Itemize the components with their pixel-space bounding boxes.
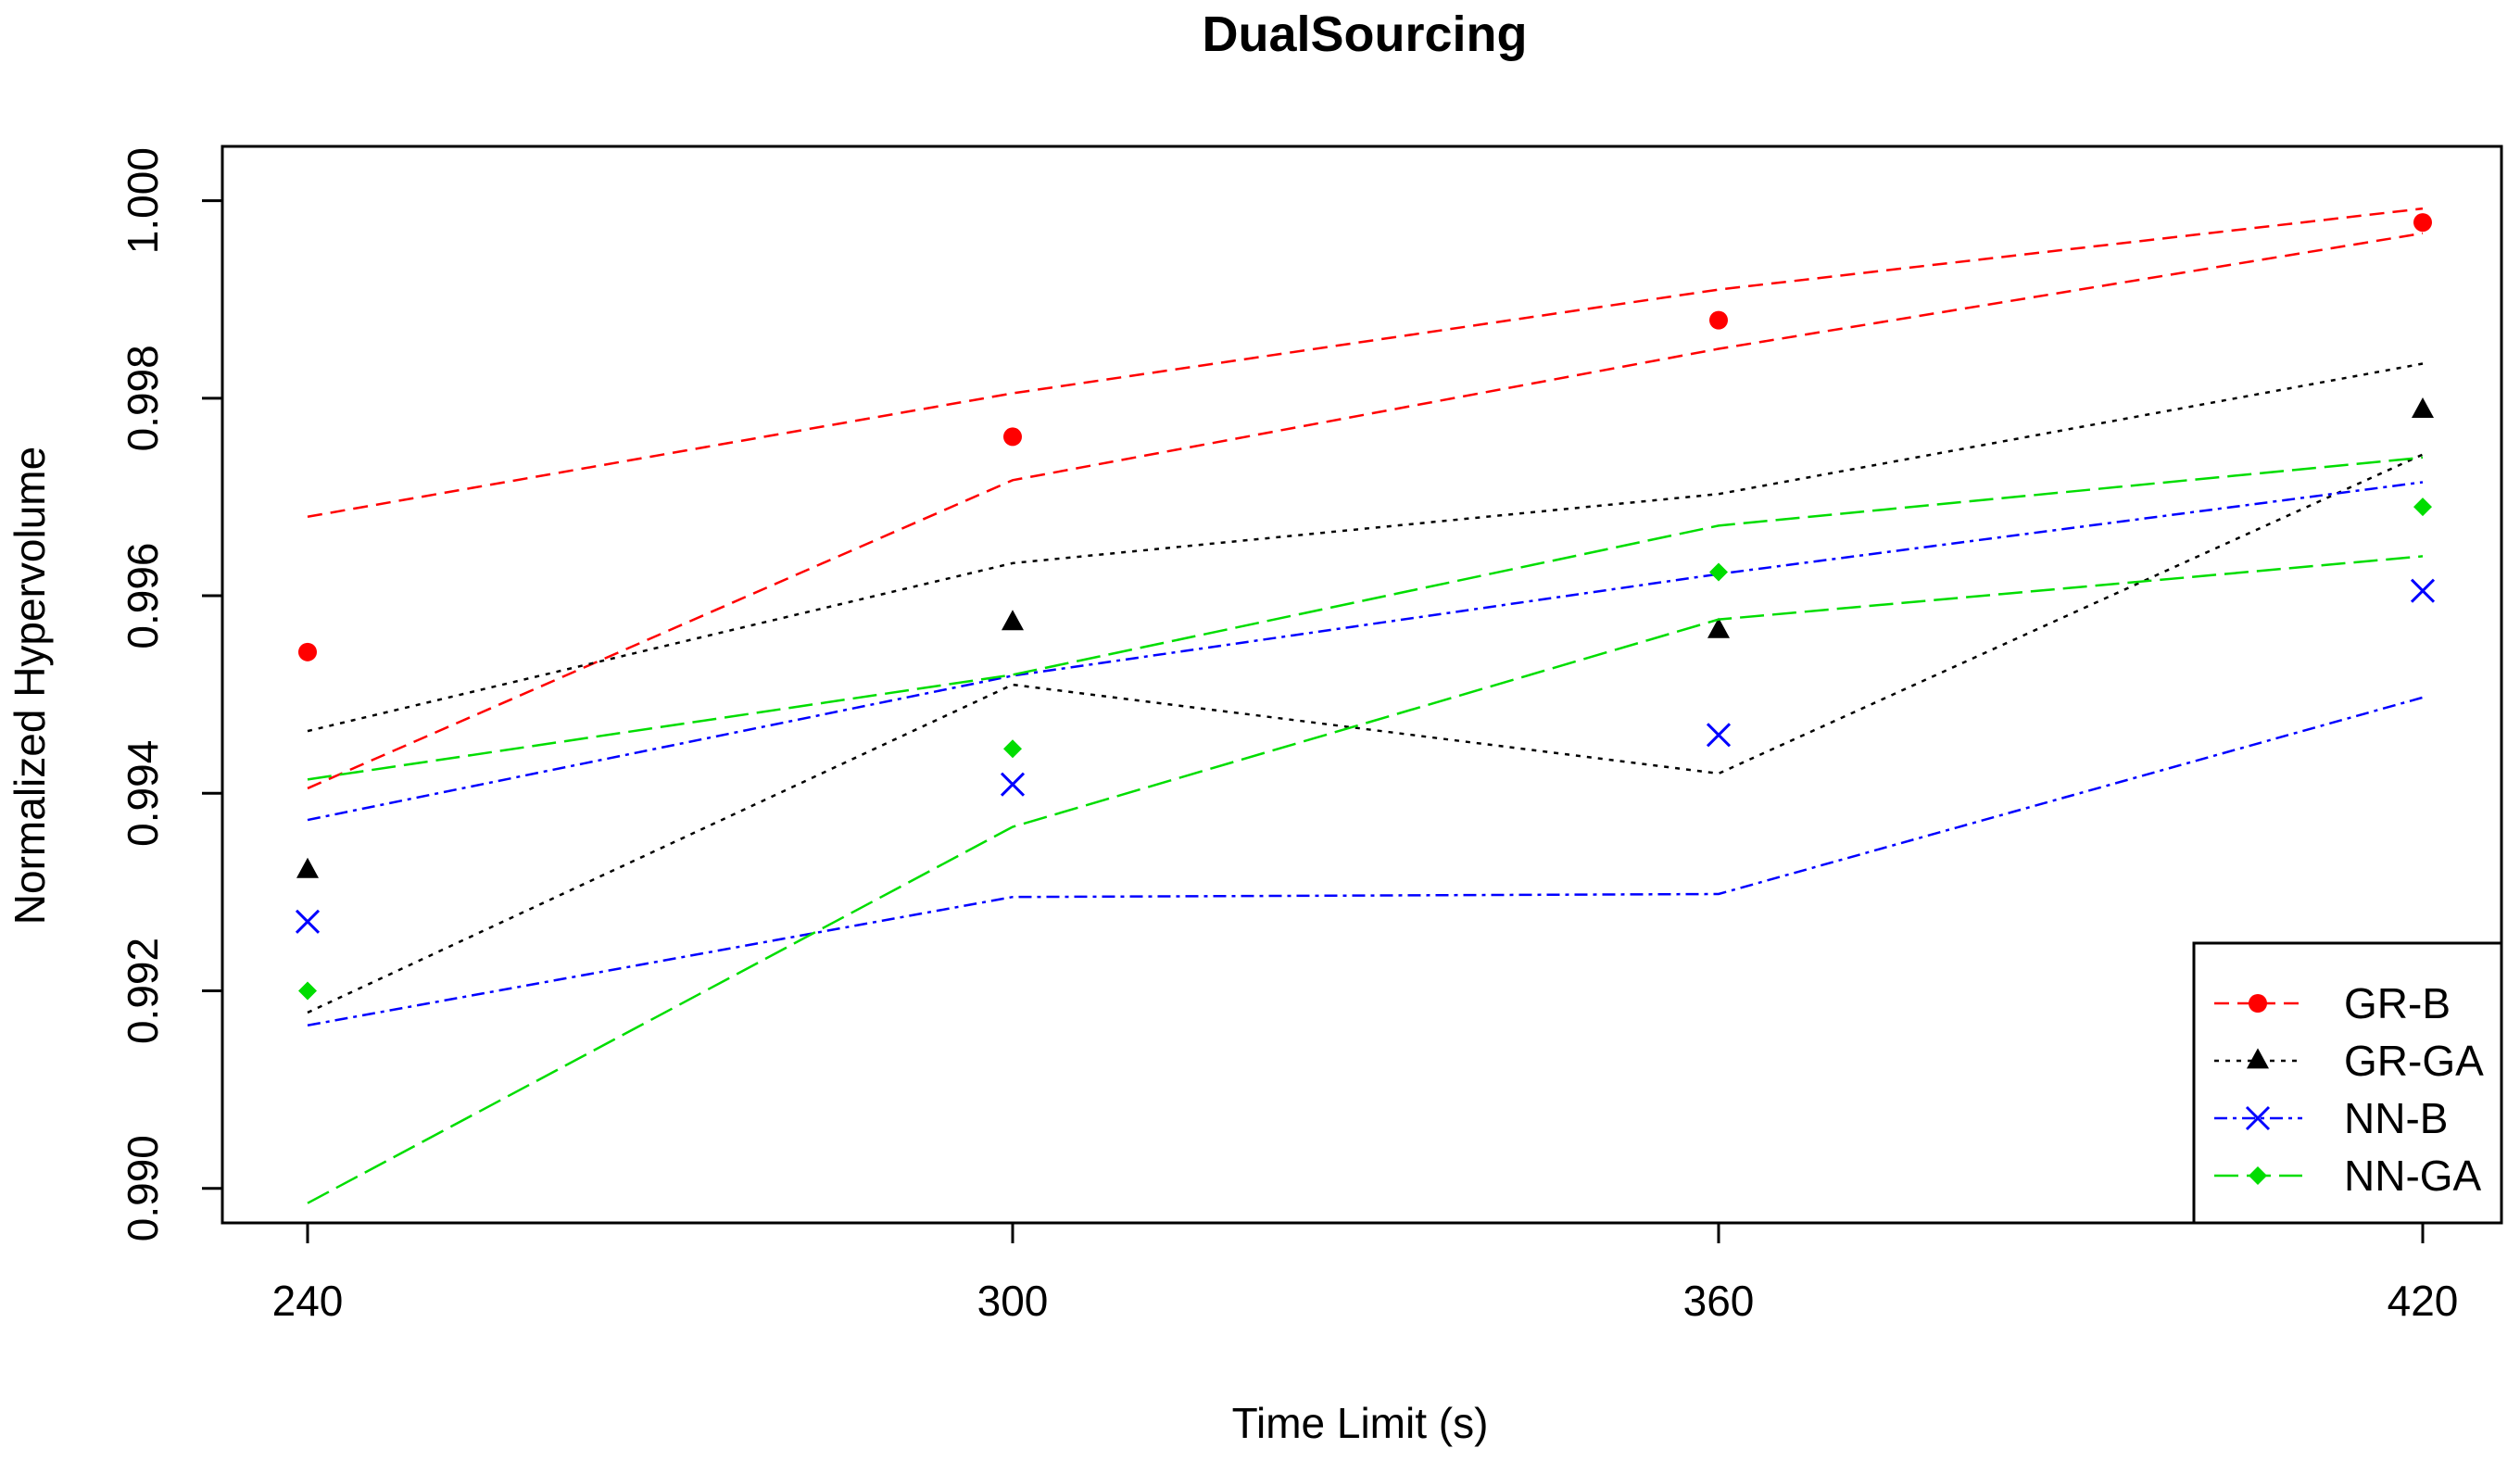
legend-label-NN-GA: NN-GA: [2344, 1152, 2482, 1200]
point-NN-GA-300: [1003, 739, 1022, 759]
point-NN-B-360: [1706, 723, 1732, 748]
point-NN-B-300: [1000, 772, 1026, 797]
legend-marker-NN-GA: [2249, 1166, 2267, 1185]
point-GR-GA-240: [296, 857, 319, 878]
legend-marker-GR-B: [2249, 994, 2267, 1013]
series-GR-B: [298, 207, 2432, 790]
series-NN-B: [295, 481, 2436, 1027]
legend: GR-B GR-GA NN-B NN-GA: [2192, 941, 2503, 1225]
y-tick-label-1.000: 1.000: [119, 147, 167, 254]
legend-item-NN-GA: NN-GA: [2214, 1152, 2482, 1200]
legend-item-GR-B: GR-B: [2214, 979, 2451, 1027]
legend-label-GR-B: GR-B: [2344, 979, 2451, 1027]
y-tick-label-0.996: 0.996: [119, 542, 167, 649]
series-NN-GA: [298, 456, 2432, 1204]
series-layer: [295, 207, 2436, 1204]
point-NN-GA-420: [2413, 497, 2432, 517]
legend-label-NN-B: NN-B: [2344, 1094, 2448, 1142]
point-NN-B-420: [2410, 578, 2436, 603]
y-tick-label-0.998: 0.998: [119, 345, 167, 451]
legend-item-NN-B: NN-B: [2214, 1094, 2448, 1142]
series-NN-B-lower-line: [307, 696, 2424, 1027]
point-NN-B-240: [295, 909, 321, 934]
x-axis-label: Time Limit (s): [1232, 1399, 1489, 1447]
y-tick-label-0.994: 0.994: [119, 740, 167, 847]
series-NN-GA-upper-line: [307, 456, 2424, 781]
point-NN-GA-240: [298, 981, 317, 1001]
x-tick-label-300: 300: [977, 1277, 1049, 1325]
legend-label-GR-GA: GR-GA: [2344, 1037, 2484, 1085]
x-tick-label-420: 420: [2388, 1277, 2459, 1325]
y-tick-label-0.990: 0.990: [119, 1135, 167, 1241]
point-GR-GA-360: [1707, 617, 1730, 638]
series-NN-B-upper-line: [307, 481, 2424, 822]
chart-title: DualSourcing: [1202, 6, 1527, 62]
point-GR-GA-420: [2412, 397, 2434, 418]
legend-marker-NN-B: [2245, 1105, 2271, 1131]
series-GR-B-upper-line: [307, 207, 2424, 519]
series-GR-GA-upper-line: [307, 362, 2424, 733]
legend-item-GR-GA: GR-GA: [2214, 1037, 2484, 1085]
point-GR-B-420: [2413, 213, 2432, 233]
legend-box: [2192, 941, 2503, 1225]
point-GR-B-360: [1709, 310, 1728, 330]
point-GR-GA-300: [1002, 610, 1024, 631]
legend-marker-GR-GA: [2247, 1048, 2269, 1069]
series-GR-B-lower-line: [307, 232, 2424, 790]
y-axis-label: Normalized Hypervolume: [6, 447, 54, 925]
y-axis: 0.990 0.992 0.994 0.996 0.998 1.000: [119, 147, 224, 1241]
x-tick-label-240: 240: [272, 1277, 344, 1325]
x-tick-label-360: 360: [1683, 1277, 1755, 1325]
series-GR-GA: [296, 362, 2434, 1014]
point-GR-B-240: [298, 642, 317, 661]
y-tick-label-0.992: 0.992: [119, 938, 167, 1044]
point-NN-GA-360: [1709, 562, 1728, 582]
series-NN-GA-lower-line: [307, 555, 2424, 1204]
point-GR-B-300: [1003, 427, 1022, 447]
x-axis: 240 300 360 420: [272, 1223, 2459, 1325]
